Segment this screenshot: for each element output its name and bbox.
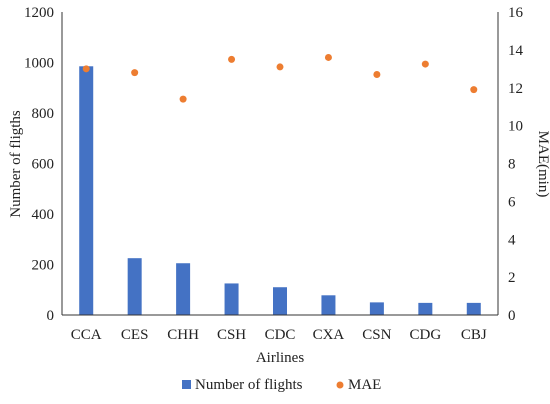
- y2-tick-label: 0: [508, 308, 516, 324]
- y-tick-label: 1200: [24, 5, 54, 21]
- bar: [369, 302, 384, 315]
- bar: [273, 287, 287, 315]
- y2-tick-label: 2: [508, 270, 516, 286]
- x-tick-label: CXA: [313, 327, 345, 343]
- bar: [127, 258, 142, 315]
- x-tick-label: CDC: [265, 327, 296, 343]
- mae-point: [228, 55, 236, 63]
- y-tick-label: 0: [47, 308, 55, 324]
- y2-tick-label: 10: [508, 119, 523, 135]
- bar: [418, 302, 433, 315]
- y2-axis-title: MAE(min): [535, 131, 550, 198]
- bar: [466, 302, 481, 315]
- x-tick-label: CES: [121, 327, 149, 343]
- x-tick-label: CSH: [217, 327, 246, 343]
- y-tick-label: 600: [32, 157, 55, 173]
- mae-point: [470, 86, 478, 94]
- legend-swatch-bars: [182, 380, 191, 389]
- y2-tick-label: 8: [508, 157, 516, 173]
- x-tick-label: CCA: [71, 327, 102, 343]
- bar: [224, 283, 239, 315]
- y-axis-title: Number of fligths: [8, 110, 24, 218]
- x-tick-label: CBJ: [461, 327, 487, 343]
- x-tick-label: CSN: [362, 327, 391, 343]
- y2-tick-label: 4: [508, 232, 516, 248]
- mae-point: [324, 53, 332, 61]
- y-tick-label: 400: [32, 207, 55, 223]
- y-tick-label: 1000: [24, 56, 54, 72]
- legend-label-dots: MAE: [348, 377, 381, 393]
- x-tick-label: CHH: [167, 327, 199, 343]
- x-tick-label: CDG: [409, 327, 441, 343]
- mae-point: [82, 65, 90, 73]
- mae-point: [276, 63, 284, 71]
- y2-tick-label: 16: [508, 5, 524, 21]
- y2-tick-label: 6: [508, 194, 516, 210]
- mae-point: [373, 70, 381, 78]
- y2-tick-label: 14: [508, 43, 524, 59]
- y-tick-label: 800: [32, 106, 55, 122]
- mae-point: [179, 95, 187, 103]
- bar: [176, 263, 191, 315]
- plot-area: 0 200 400 600 800 1000 1200 0 2 4 6 8 10 12 14 16 CCA CES…: [24, 5, 524, 343]
- bar: [79, 66, 94, 315]
- legend: Number of flights MAE: [182, 377, 381, 393]
- mae-point: [421, 60, 429, 68]
- legend-label-bars: Number of flights: [195, 377, 303, 393]
- legend-swatch-dots: [336, 381, 344, 389]
- y2-tick-label: 12: [508, 81, 523, 97]
- mae-point: [131, 69, 139, 77]
- x-axis-title: Airlines: [256, 350, 304, 366]
- bar: [321, 295, 336, 315]
- y-tick-label: 200: [32, 258, 55, 274]
